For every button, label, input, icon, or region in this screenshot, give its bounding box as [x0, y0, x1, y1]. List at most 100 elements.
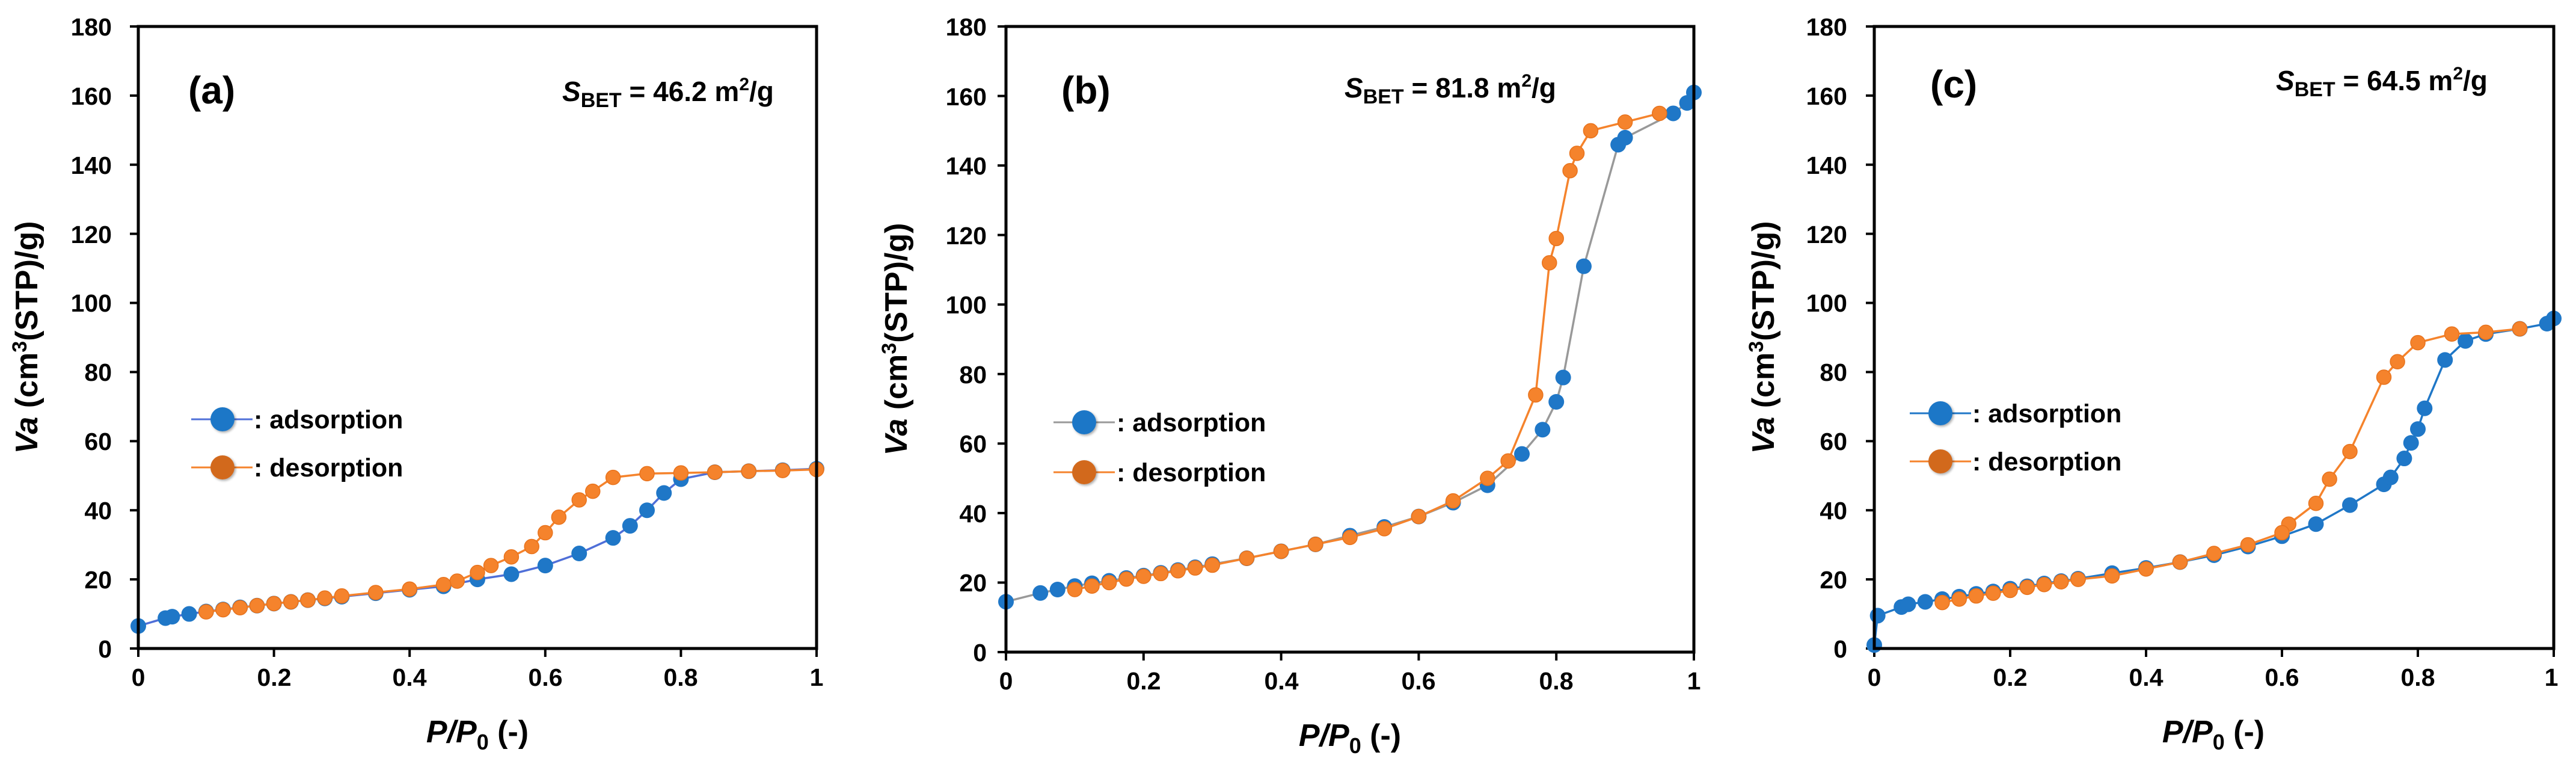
y-tick-label: 0	[98, 635, 112, 663]
legend-a: : adsorption : desorption	[191, 405, 403, 482]
desorption-point	[1528, 387, 1544, 403]
x-tick-label: 0.8	[1539, 667, 1574, 695]
y-tick-labels-c: 0 20 40 60 80 100 120 140 160 180	[1806, 13, 1847, 663]
y-tick-label: 140	[71, 152, 112, 179]
legend-adsorption-marker	[1072, 410, 1096, 434]
panel-label-b: (b)	[1061, 69, 1111, 112]
y-tick-label: 100	[71, 289, 112, 317]
x-tick-label: 0.6	[1402, 667, 1436, 695]
x-tick-labels-a: 0 0.2 0.4 0.6 0.8 1	[132, 664, 824, 691]
chart-panel-a: 0 20 40 60 80 100 120 140 160 180 0 0.2 …	[8, 13, 824, 754]
y-tick-label: 60	[84, 428, 112, 455]
desorption-point	[2019, 579, 2035, 596]
desorption-point	[1067, 582, 1083, 597]
adsorption-point	[2382, 469, 2399, 485]
desorption-point	[2512, 321, 2528, 337]
adsorption-point	[2403, 435, 2419, 451]
desorption-point	[198, 604, 214, 620]
desorption-point	[1118, 571, 1134, 587]
desorption-point	[1583, 123, 1599, 139]
desorption-point	[2308, 495, 2324, 511]
desorption-point	[470, 564, 485, 581]
desorption-point	[1084, 578, 1100, 594]
adsorption-point	[622, 518, 638, 534]
y-tick-label: 160	[71, 82, 112, 110]
y-tick-label: 180	[946, 13, 987, 41]
desorption-point	[1986, 585, 2001, 601]
x-tick-label: 0	[1868, 664, 1881, 691]
x-tick-label: 1	[2545, 664, 2559, 691]
x-tick-label: 0.6	[529, 664, 563, 691]
chart-panel-b: 0 20 40 60 80 100 120 140 160 180 0 0.2 …	[878, 13, 1702, 758]
adsorption-point	[1575, 258, 1592, 274]
adsorption-point	[1032, 585, 1049, 601]
y-tick-label: 140	[946, 152, 987, 180]
x-tick-label: 0.2	[257, 664, 292, 691]
desorption-point	[2274, 525, 2290, 541]
legend-desorption-marker	[1072, 460, 1096, 484]
desorption-point	[2322, 471, 2337, 487]
panel-label-c: (c)	[1930, 63, 1977, 106]
desorption-point	[2390, 354, 2405, 369]
desorption-point	[300, 592, 316, 608]
y-tick-label: 20	[84, 566, 112, 594]
y-tick-label: 60	[1820, 428, 1847, 455]
sbet-annotation-a: SBET = 46.2 m2/g	[562, 75, 774, 112]
desorption-point	[317, 590, 333, 606]
y-tick-label: 40	[1820, 497, 1847, 525]
x-axis-title-c: P/P0 (-)	[2162, 715, 2265, 754]
y-tick-labels-a: 0 20 40 60 80 100 120 140 160 180	[71, 13, 112, 663]
x-axis-title-a: P/P0 (-)	[426, 715, 529, 754]
x-tick-labels-b: 0 0.2 0.4 0.6 0.8 1	[999, 667, 1701, 695]
desorption-point	[435, 576, 452, 593]
adsorption-point	[1917, 594, 1933, 610]
x-tick-label: 0.8	[2401, 664, 2435, 691]
desorption-point	[2172, 554, 2188, 570]
x-tick-label: 0	[999, 667, 1013, 695]
legend-adsorption-label: : adsorption	[254, 405, 403, 434]
desorption-point	[449, 573, 465, 589]
desorption-point	[283, 594, 299, 610]
adsorption-point	[2437, 352, 2453, 368]
x-tick-label: 0.4	[2129, 664, 2164, 691]
desorption-point	[1204, 557, 1220, 573]
desorption-point	[1951, 591, 1967, 607]
x-tick-label: 0.2	[1127, 667, 1161, 695]
y-tick-label: 40	[84, 497, 112, 525]
desorption-point	[1934, 594, 1950, 611]
adsorption-point	[1555, 369, 1571, 386]
desorption-point	[2104, 568, 2120, 584]
adsorption-point	[2342, 497, 2358, 513]
legend-adsorption-label: : adsorption	[1117, 408, 1266, 437]
y-tick-labels-b: 0 20 40 60 80 100 120 140 160 180	[946, 13, 987, 667]
desorption-point	[1542, 255, 1557, 271]
desorption-point	[524, 538, 539, 555]
desorption-point	[1562, 163, 1578, 179]
desorption-point	[215, 602, 231, 618]
legend-adsorption-label: : adsorption	[1972, 399, 2121, 428]
desorption-point	[266, 596, 282, 612]
desorption-point	[402, 581, 417, 597]
x-tick-label: 0	[132, 664, 146, 691]
adsorption-point	[656, 485, 672, 501]
desorption-point	[1617, 114, 1633, 130]
desorption-point	[1153, 565, 1169, 582]
y-tick-label: 40	[959, 500, 987, 528]
y-tick-label: 120	[71, 221, 112, 248]
adsorption-point	[1049, 582, 1066, 597]
adsorption-point	[2308, 516, 2324, 532]
desorption-point	[249, 598, 265, 614]
adsorption-point	[1514, 446, 1530, 462]
adsorption-point	[2417, 400, 2433, 416]
desorption-point	[551, 509, 567, 525]
y-tick-label: 80	[1820, 359, 1847, 386]
y-tick-label: 0	[1833, 635, 1847, 663]
desorption-point	[1500, 453, 1516, 469]
x-tick-label: 0.4	[393, 664, 427, 691]
legend-desorption-marker	[1928, 449, 1952, 473]
desorption-point	[1342, 529, 1358, 546]
desorption-point	[2053, 574, 2069, 590]
desorption-point	[639, 466, 655, 482]
adsorption-point	[1535, 422, 1551, 438]
desorption-point	[741, 463, 756, 479]
